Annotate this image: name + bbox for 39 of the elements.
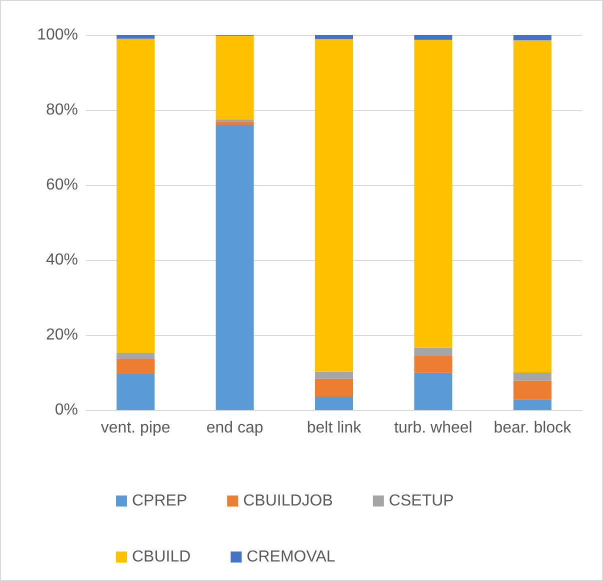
y-tick-label: 60% (46, 176, 78, 194)
legend-label: CSETUP (388, 492, 454, 510)
bar (315, 378, 353, 396)
x-tick-label: bear. block (494, 420, 572, 436)
bar (513, 372, 552, 381)
bar (216, 121, 254, 125)
bar (116, 359, 155, 374)
bar (513, 35, 552, 40)
bar (414, 372, 452, 410)
legend-label: CREMOVAL (246, 548, 336, 566)
x-tick-label: belt link (306, 420, 362, 436)
bar (315, 372, 353, 379)
bar (216, 125, 254, 410)
bar (315, 35, 353, 40)
y-tick-label: 40% (46, 252, 78, 268)
legend-label: CPREP (132, 492, 188, 510)
bar (513, 40, 552, 372)
legend-label: CBUILD (132, 548, 191, 566)
bar (513, 380, 552, 400)
x-tick-label: end cap (206, 420, 264, 436)
y-tick-label: 100% (37, 26, 78, 44)
x-tick-label: turb. wheel (394, 420, 472, 436)
bar (216, 36, 254, 120)
bar (513, 400, 552, 410)
bar (414, 348, 452, 356)
bar (315, 396, 353, 410)
bar (116, 352, 155, 359)
bar (116, 38, 155, 353)
y-tick-label: 80% (46, 102, 78, 118)
x-tick-label: vent. pipe (100, 420, 170, 436)
bar (414, 40, 452, 348)
bar (116, 35, 155, 39)
bar (315, 39, 353, 372)
bar (414, 35, 452, 40)
y-tick-label: 20% (46, 326, 78, 344)
bar (116, 374, 155, 410)
bar (414, 356, 452, 373)
y-tick-label: 0% (54, 402, 78, 418)
legend-label: CBUILDJOB (243, 492, 333, 510)
